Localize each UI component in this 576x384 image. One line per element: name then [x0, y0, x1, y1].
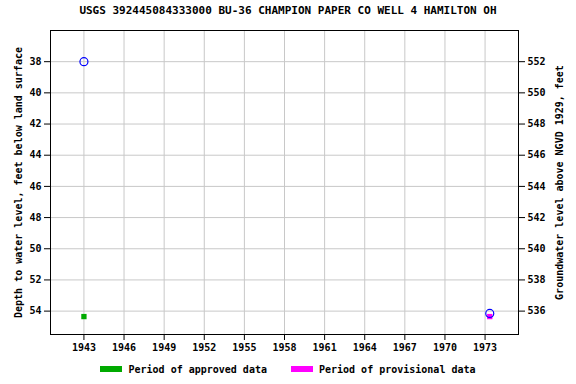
svg-text:1967: 1967 — [393, 342, 417, 353]
svg-text:42: 42 — [29, 118, 41, 129]
svg-text:552: 552 — [528, 56, 546, 67]
svg-text:50: 50 — [29, 243, 41, 254]
svg-text:40: 40 — [29, 87, 41, 98]
svg-text:Groundwater level above NGVD 1: Groundwater level above NGVD 1929, feet — [554, 65, 565, 300]
svg-text:1970: 1970 — [433, 342, 457, 353]
svg-text:548: 548 — [528, 118, 546, 129]
svg-text:38: 38 — [29, 56, 41, 67]
svg-text:1949: 1949 — [152, 342, 176, 353]
html-text:Period of provisional data: Period of provisional data — [319, 363, 476, 375]
svg-text:1943: 1943 — [72, 342, 96, 353]
html-text:Period of approved data: Period of approved data — [128, 363, 267, 375]
svg-text:52: 52 — [29, 274, 41, 285]
svg-text:1955: 1955 — [232, 342, 256, 353]
svg-text:46: 46 — [29, 181, 41, 192]
svg-text:540: 540 — [528, 243, 546, 254]
svg-text:48: 48 — [29, 212, 41, 223]
svg-text:54: 54 — [29, 305, 41, 316]
svg-text:1952: 1952 — [192, 342, 216, 353]
svg-text:1946: 1946 — [112, 342, 136, 353]
html-text:USGS 392445084333000 BU-36 CHA: USGS 392445084333000 BU-36 CHAMPION PAPE… — [79, 4, 497, 17]
svg-text:536: 536 — [528, 305, 546, 316]
svg-text:1961: 1961 — [313, 342, 337, 353]
svg-text:44: 44 — [29, 149, 41, 160]
svg-text:550: 550 — [528, 87, 546, 98]
svg-text:546: 546 — [528, 149, 546, 160]
svg-text:1958: 1958 — [272, 342, 296, 353]
svg-text:542: 542 — [528, 212, 546, 223]
svg-text:1973: 1973 — [473, 342, 497, 353]
svg-text:544: 544 — [528, 181, 546, 192]
svg-text:538: 538 — [528, 274, 546, 285]
svg-text:Depth to water level, feet bel: Depth to water level, feet below land su… — [13, 47, 24, 318]
svg-text:1964: 1964 — [353, 342, 377, 353]
